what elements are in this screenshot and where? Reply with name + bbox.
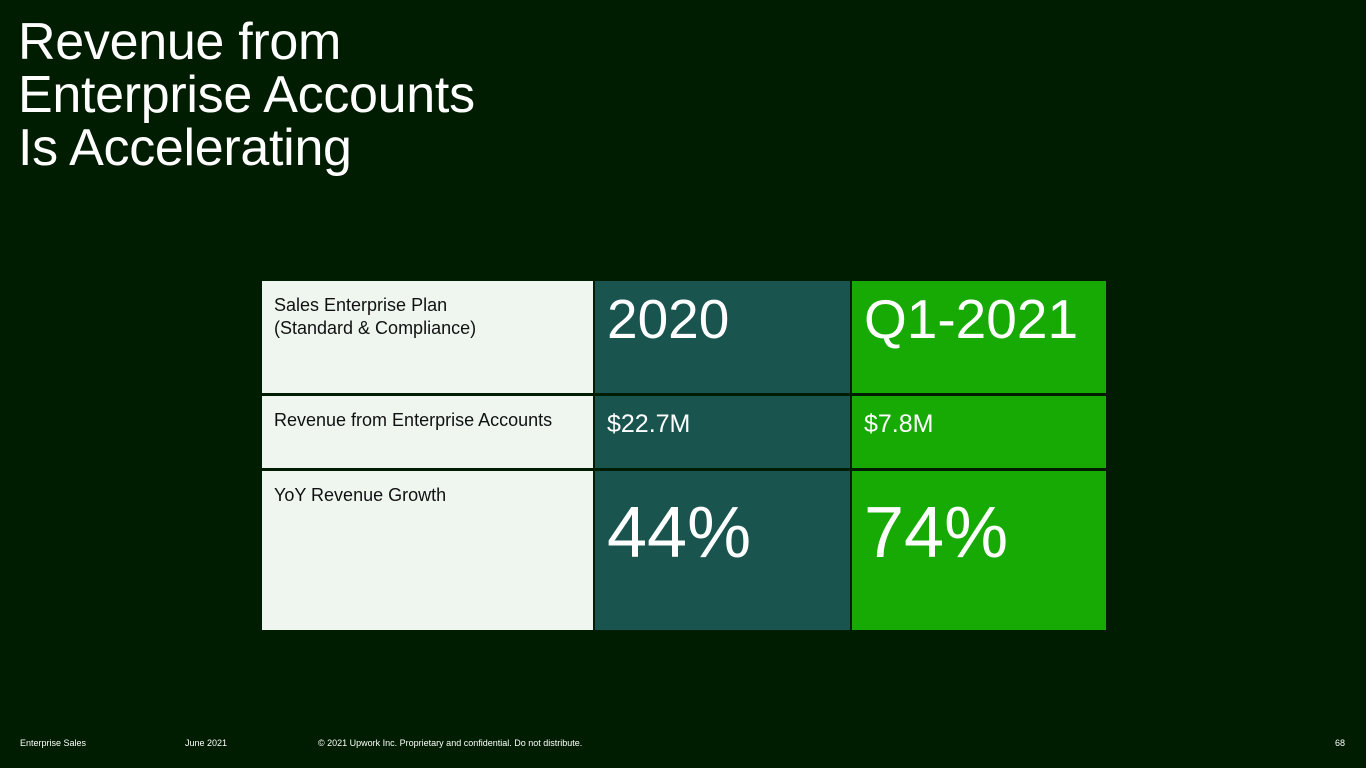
title-line-2: Enterprise Accounts bbox=[18, 66, 475, 124]
revenue-2020-value: $22.7M bbox=[595, 396, 850, 468]
growth-2020-value: 44% bbox=[595, 471, 850, 630]
column-header-2020: 2020 bbox=[595, 281, 850, 393]
footer-copyright: © 2021 Upwork Inc. Proprietary and confi… bbox=[318, 738, 583, 748]
row-header-line-2: (Standard & Compliance) bbox=[274, 318, 477, 338]
footer-section-label: Enterprise Sales bbox=[20, 738, 87, 748]
row-label-yoy-growth: YoY Revenue Growth bbox=[262, 471, 593, 630]
row-header-enterprise-plan: Sales Enterprise Plan (Standard & Compli… bbox=[262, 281, 593, 393]
title-line-1: Revenue from bbox=[18, 13, 341, 71]
enterprise-revenue-table: Sales Enterprise Plan (Standard & Compli… bbox=[261, 280, 1106, 631]
revenue-q1-2021-value: $7.8M bbox=[852, 396, 1106, 468]
column-header-q1-2021: Q1-2021 bbox=[852, 281, 1106, 393]
row-header-line-1: Sales Enterprise Plan bbox=[274, 295, 448, 315]
title-line-3: Is Accelerating bbox=[18, 119, 352, 177]
slide-title: Revenue from Enterprise Accounts Is Acce… bbox=[18, 16, 475, 175]
growth-q1-2021-value: 74% bbox=[852, 471, 1106, 630]
footer-page-number: 68 bbox=[1335, 738, 1346, 748]
row-label-revenue: Revenue from Enterprise Accounts bbox=[262, 396, 593, 468]
footer-date: June 2021 bbox=[185, 738, 228, 748]
